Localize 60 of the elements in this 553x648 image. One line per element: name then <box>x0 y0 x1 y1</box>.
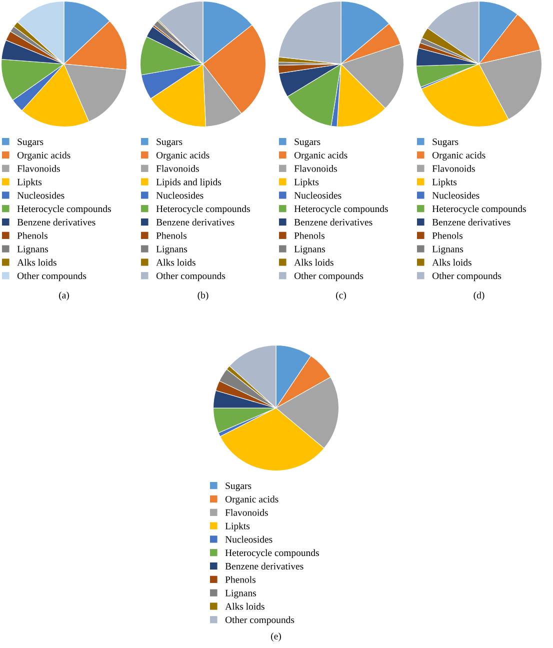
legend-label: Other compounds <box>156 272 226 282</box>
legend-label: Lignans <box>156 246 188 254</box>
legend-label: Flavonoids <box>225 509 268 516</box>
legend-label: Benzene derivatives <box>432 218 510 226</box>
legend-label: Lipkts <box>225 522 250 532</box>
legend-label: Nucleosides <box>225 536 272 543</box>
legend-label: Heterocycle compounds <box>294 205 388 214</box>
legend-label: Flavonoids <box>432 165 475 172</box>
legend-label: Other compounds <box>294 272 364 282</box>
legend-label: Alks loids <box>17 258 56 266</box>
legend-label: Organic acids <box>432 152 486 160</box>
text: (c) <box>336 292 346 300</box>
legend-label: Phenols <box>225 576 256 583</box>
legend-label: Flavonoids <box>294 165 337 172</box>
legend-label: Benzene derivatives <box>17 218 96 226</box>
text: (d) <box>474 292 484 300</box>
legend-label: Phenols <box>294 232 325 239</box>
text: (a) <box>59 292 69 300</box>
legend-label: Lipids and lipids <box>156 178 222 188</box>
legend-label: Benzene derivatives <box>225 562 304 570</box>
legend-label: Alks loids <box>432 258 472 266</box>
legend-label: Lipkts <box>17 178 42 188</box>
legend-label: Sugars <box>432 138 458 148</box>
legend-label: Heterocycle compounds <box>225 549 319 558</box>
legend-label: Sugars <box>18 138 44 148</box>
legend-label: Organic acids <box>156 152 210 160</box>
legend-label: Phenols <box>156 232 187 239</box>
legend-label: Organic acids <box>225 496 278 504</box>
legend-label: Phenols <box>432 232 463 239</box>
legend-label: Lignans <box>294 246 326 254</box>
legend-label: Lignans <box>432 246 464 254</box>
legend-label: Benzene derivatives <box>156 218 234 226</box>
legend-label: Flavonoids <box>156 165 199 172</box>
legend-label: Alks loids <box>225 602 264 610</box>
legend-label: Lipkts <box>432 178 457 188</box>
legend-label: Heterocycle compounds <box>432 205 526 214</box>
text: (b) <box>198 292 208 300</box>
legend-label: Lignans <box>225 590 256 598</box>
legend-label: Organic acids <box>17 152 70 160</box>
legend-label: Nucleosides <box>156 192 204 199</box>
legend-label: Other compounds <box>432 272 502 282</box>
legend-label: Nucleosides <box>432 192 480 199</box>
legend-label: Other compounds <box>225 616 294 626</box>
legend-label: Flavonoids <box>17 165 60 172</box>
legend-label: Heterocycle compounds <box>156 205 250 214</box>
text: (e) <box>271 632 281 642</box>
legend-label: Other compounds <box>17 272 86 282</box>
legend-label: Lipkts <box>294 178 319 188</box>
legend-label: Organic acids <box>294 152 348 160</box>
legend-label: Benzene derivatives <box>294 218 372 226</box>
legend-label: Nucleosides <box>17 192 64 199</box>
legend-label: Alks loids <box>156 258 196 266</box>
legend-label: Sugars <box>294 138 320 148</box>
legend-label: Sugars <box>156 138 182 148</box>
legend-label: Lignans <box>17 246 48 254</box>
legend-label: Nucleosides <box>294 192 342 199</box>
legend-label: Alks loids <box>294 258 334 266</box>
legend-label: Heterocycle compounds <box>17 205 111 214</box>
legend-label: Sugars <box>226 482 252 492</box>
legend-label: Phenols <box>17 232 48 239</box>
